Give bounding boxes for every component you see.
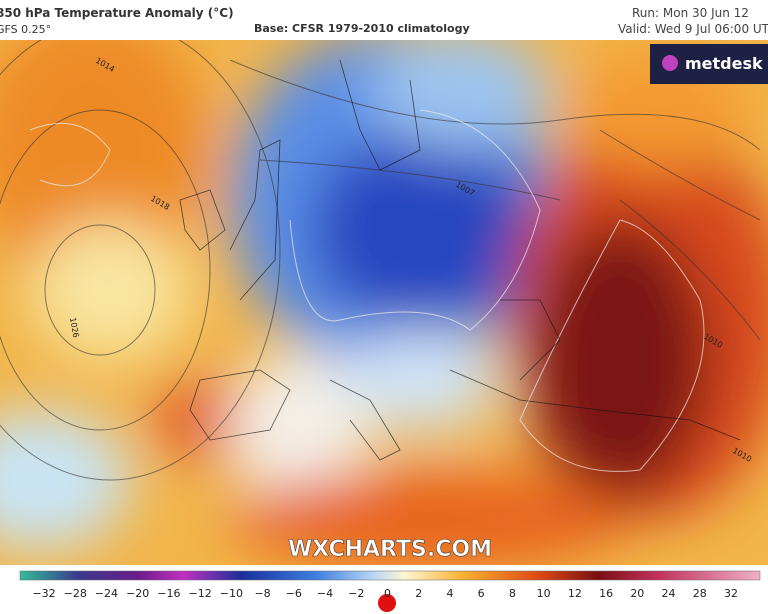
colorbar	[19, 570, 761, 581]
colorbar-label: −24	[95, 587, 118, 600]
colorbar-label: 20	[630, 587, 644, 600]
colorbar-label: −2	[348, 587, 364, 600]
colorbar-label: 4	[446, 587, 453, 600]
colorbar-label: −28	[64, 587, 87, 600]
colorbar-label: 24	[662, 587, 676, 600]
watermark: WXCHARTS.COM	[288, 537, 492, 562]
base: Base: CFSR 1979-2010 climatology	[254, 22, 470, 35]
colorbar-label: −12	[189, 587, 212, 600]
colorbar-label: −16	[157, 587, 180, 600]
colorbar-label: 10	[537, 587, 551, 600]
colorbar-label: −6	[286, 587, 302, 600]
map	[0, 40, 768, 565]
colorbar-label: 32	[724, 587, 738, 600]
colorbar-label: −4	[317, 587, 333, 600]
logo: metdesk	[685, 54, 763, 73]
run: Run: Mon 30 Jun 12	[632, 6, 749, 20]
colorbar-label: 28	[693, 587, 707, 600]
valid: Valid: Wed 9 Jul 06:00 UT	[618, 22, 768, 36]
colorbar-label: 0	[384, 587, 391, 600]
colorbar-label: 2	[415, 587, 422, 600]
colorbar-label: 12	[568, 587, 582, 600]
colorbar-label: −10	[220, 587, 243, 600]
colorbar-label: 16	[599, 587, 613, 600]
colorbar-label: −20	[126, 587, 149, 600]
colorbar-label: 6	[478, 587, 485, 600]
colorbar-label: −8	[254, 587, 270, 600]
model: GFS 0.25°	[0, 23, 51, 36]
title: 850 hPa Temperature Anomaly (°C)	[0, 6, 234, 20]
header-bg	[0, 0, 768, 40]
marker	[378, 594, 396, 612]
colorbar-label: −32	[32, 587, 55, 600]
colorbar-label: 8	[509, 587, 516, 600]
logo-icon	[662, 55, 678, 71]
contour-label: 1026	[68, 317, 80, 339]
